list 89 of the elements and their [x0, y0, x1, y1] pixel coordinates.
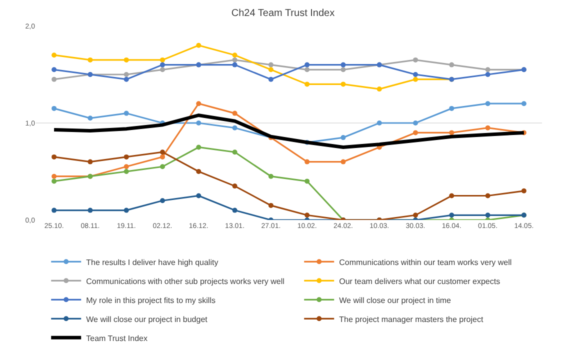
point — [485, 101, 490, 106]
point — [52, 154, 57, 160]
point — [232, 150, 238, 155]
point — [413, 212, 418, 218]
point — [232, 57, 238, 62]
point — [268, 62, 274, 68]
point — [196, 193, 202, 198]
legend-label: Our team delivers what our customer expects — [339, 276, 500, 286]
line-series — [52, 113, 526, 149]
point — [52, 106, 57, 111]
point — [52, 178, 57, 184]
point — [160, 67, 165, 72]
point — [232, 52, 238, 58]
point — [88, 159, 93, 164]
point — [232, 110, 238, 116]
point — [304, 159, 310, 164]
point — [485, 67, 490, 72]
point — [485, 193, 490, 198]
point — [232, 125, 238, 130]
point — [124, 72, 129, 77]
point — [88, 208, 93, 213]
point — [124, 164, 129, 170]
point — [124, 110, 129, 116]
point — [160, 154, 165, 160]
point — [413, 57, 418, 62]
point — [449, 62, 454, 68]
point — [340, 135, 346, 140]
point — [160, 198, 165, 204]
point — [340, 67, 346, 72]
point — [124, 57, 129, 62]
point — [196, 101, 202, 106]
point — [268, 202, 274, 208]
point — [88, 116, 93, 121]
point — [340, 62, 346, 68]
point — [160, 150, 165, 155]
point — [124, 169, 129, 174]
point — [413, 72, 418, 77]
point — [124, 154, 129, 160]
point — [376, 120, 382, 126]
point — [196, 42, 202, 48]
point — [124, 76, 129, 82]
legend-label: The project manager masters the project — [339, 314, 484, 324]
point — [413, 76, 418, 82]
point — [449, 130, 454, 136]
point — [52, 67, 57, 72]
point — [232, 62, 238, 68]
point — [449, 193, 454, 198]
point — [413, 130, 418, 136]
legend-label: My role in this project fits to my skills — [86, 296, 216, 305]
point — [268, 76, 274, 82]
point — [340, 82, 346, 87]
point — [52, 174, 57, 179]
point — [160, 62, 165, 68]
legend-label: Team Trust Index — [86, 334, 148, 343]
point — [268, 174, 274, 179]
point — [304, 178, 310, 184]
chart-title: Ch24 Team Trust Index — [231, 8, 335, 20]
legend-label: Communications with other sub projects works very well — [86, 276, 285, 286]
point — [304, 212, 310, 218]
point — [124, 208, 129, 213]
legend-label: We will close our project in budget — [86, 314, 208, 324]
point — [196, 144, 202, 150]
point — [160, 57, 165, 62]
point — [449, 212, 454, 218]
point — [268, 67, 274, 72]
legend-label: Communications within our team works very well — [339, 258, 512, 267]
point — [232, 208, 238, 213]
point — [232, 184, 238, 189]
point — [521, 101, 526, 106]
point — [376, 86, 382, 92]
point — [304, 82, 310, 87]
point — [304, 67, 310, 72]
point — [449, 106, 454, 111]
point — [52, 208, 57, 213]
point — [52, 52, 57, 58]
point — [485, 212, 490, 218]
point — [340, 159, 346, 164]
point — [88, 57, 93, 62]
point — [485, 72, 490, 77]
point — [196, 120, 202, 126]
point — [196, 169, 202, 174]
legend-label: The results I deliver have high quality — [86, 258, 218, 267]
point — [52, 76, 57, 82]
point — [413, 120, 418, 126]
point — [521, 188, 526, 194]
point — [304, 62, 310, 68]
point — [485, 125, 490, 130]
point — [160, 164, 165, 170]
legend-label: We will close our project in time — [339, 296, 452, 305]
